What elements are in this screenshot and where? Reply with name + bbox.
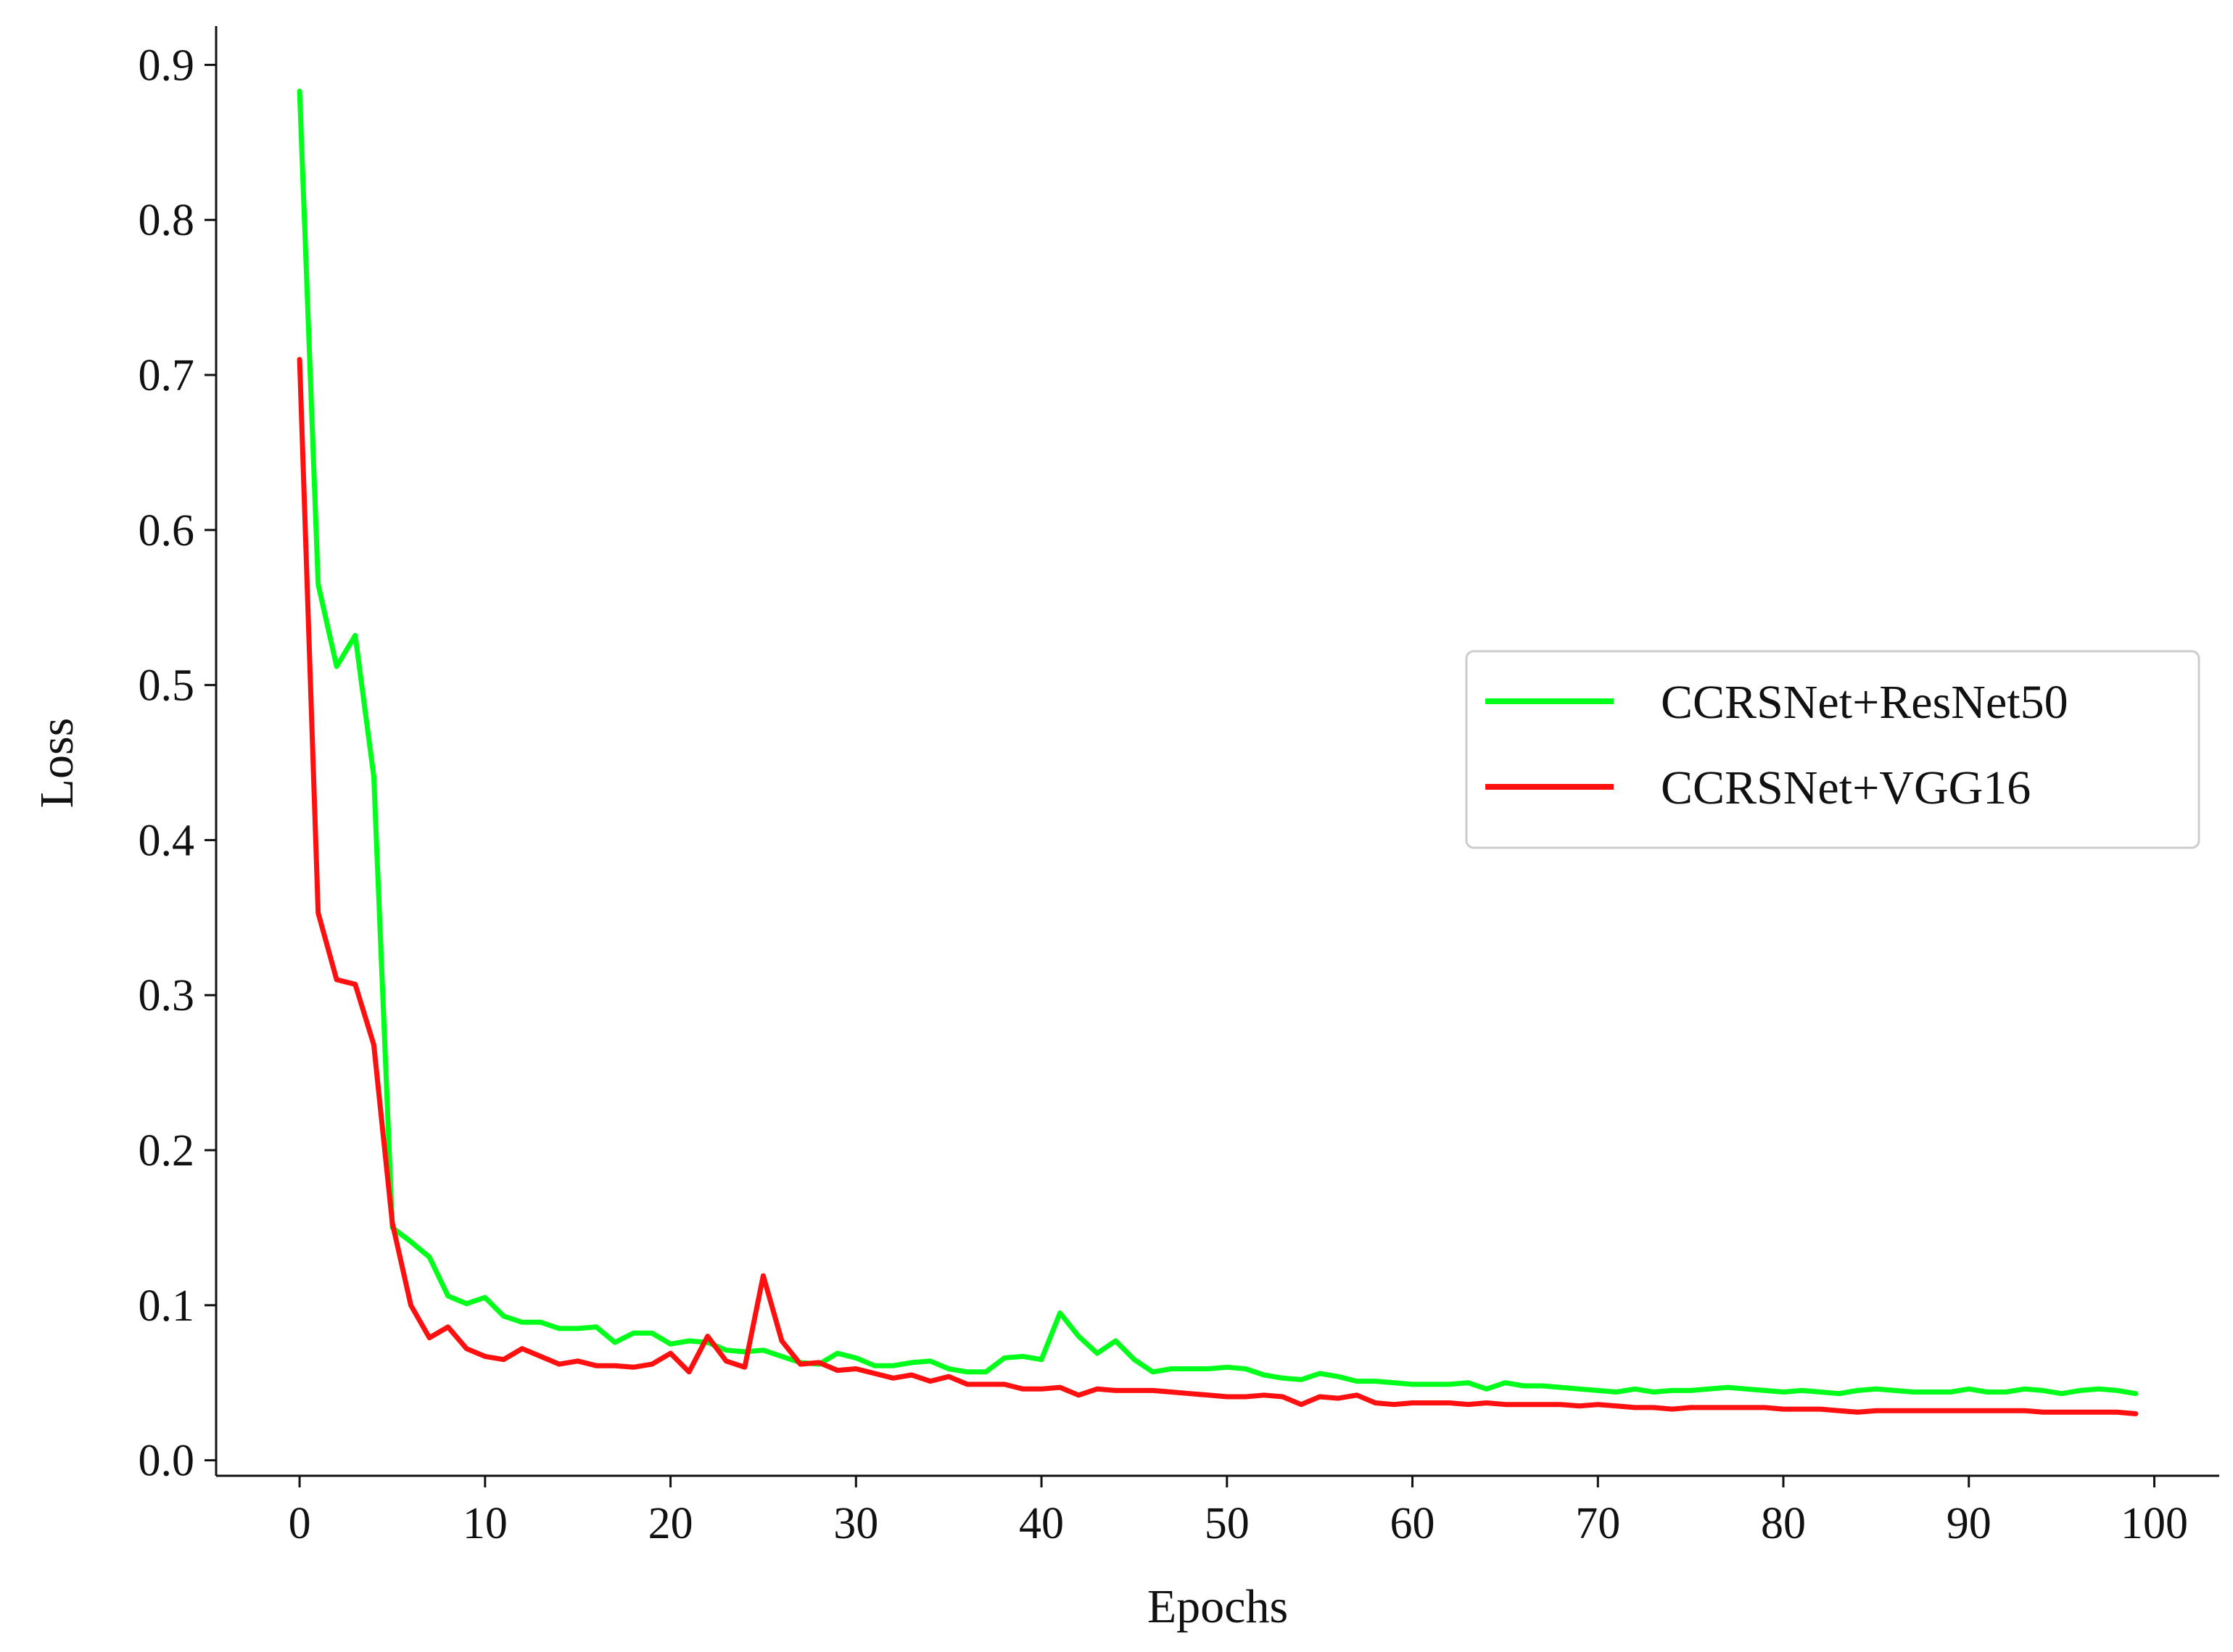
- y-tick-label: 0.5: [139, 661, 195, 711]
- series-line-vgg16: [297, 357, 2139, 1416]
- legend: CCRSNet+ResNet50 CCRSNet+VGG16: [1465, 650, 2200, 849]
- y-tick-label: 0.7: [139, 351, 195, 400]
- legend-label-vgg16: CCRSNet+VGG16: [1661, 761, 2031, 814]
- x-tick-label: 80: [1761, 1499, 1806, 1548]
- x-tick-label: 20: [648, 1499, 693, 1548]
- y-axis-label: Loss: [30, 718, 83, 809]
- x-axis-label: Epochs: [1147, 1580, 1288, 1633]
- y-tick-label: 0.4: [139, 816, 195, 865]
- y-tick-label: 0.0: [139, 1437, 195, 1486]
- legend-label-resnet50: CCRSNet+ResNet50: [1661, 676, 2068, 729]
- y-tick-label: 0.8: [139, 196, 195, 245]
- y-tick-label: 0.1: [139, 1281, 195, 1331]
- series-line-resnet50: [297, 88, 2139, 1397]
- y-tick-label: 0.3: [139, 971, 195, 1020]
- x-ticks: 0 10 20 30 40 50 60 70 80 90 100: [289, 1476, 2188, 1548]
- y-tick-label: 0.2: [139, 1126, 195, 1176]
- x-tick-label: 0: [289, 1499, 311, 1548]
- x-tick-label: 40: [1019, 1499, 1064, 1548]
- x-tick-label: 50: [1205, 1499, 1250, 1548]
- y-tick-label: 0.9: [139, 41, 195, 90]
- x-tick-label: 100: [2121, 1499, 2188, 1548]
- x-tick-label: 90: [1947, 1499, 1991, 1548]
- y-tick-label: 0.6: [139, 506, 195, 556]
- x-tick-label: 70: [1575, 1499, 1620, 1548]
- x-tick-label: 30: [833, 1499, 878, 1548]
- x-tick-label: 60: [1390, 1499, 1435, 1548]
- y-ticks: 0.0 0.1 0.2 0.3 0.4 0.5 0.6 0.7 0.8 0.9: [139, 41, 216, 1486]
- axes: [215, 26, 2219, 1477]
- legend-frame: [1465, 650, 2200, 849]
- x-tick-label: 10: [463, 1499, 508, 1548]
- series-lines: [297, 88, 2139, 1416]
